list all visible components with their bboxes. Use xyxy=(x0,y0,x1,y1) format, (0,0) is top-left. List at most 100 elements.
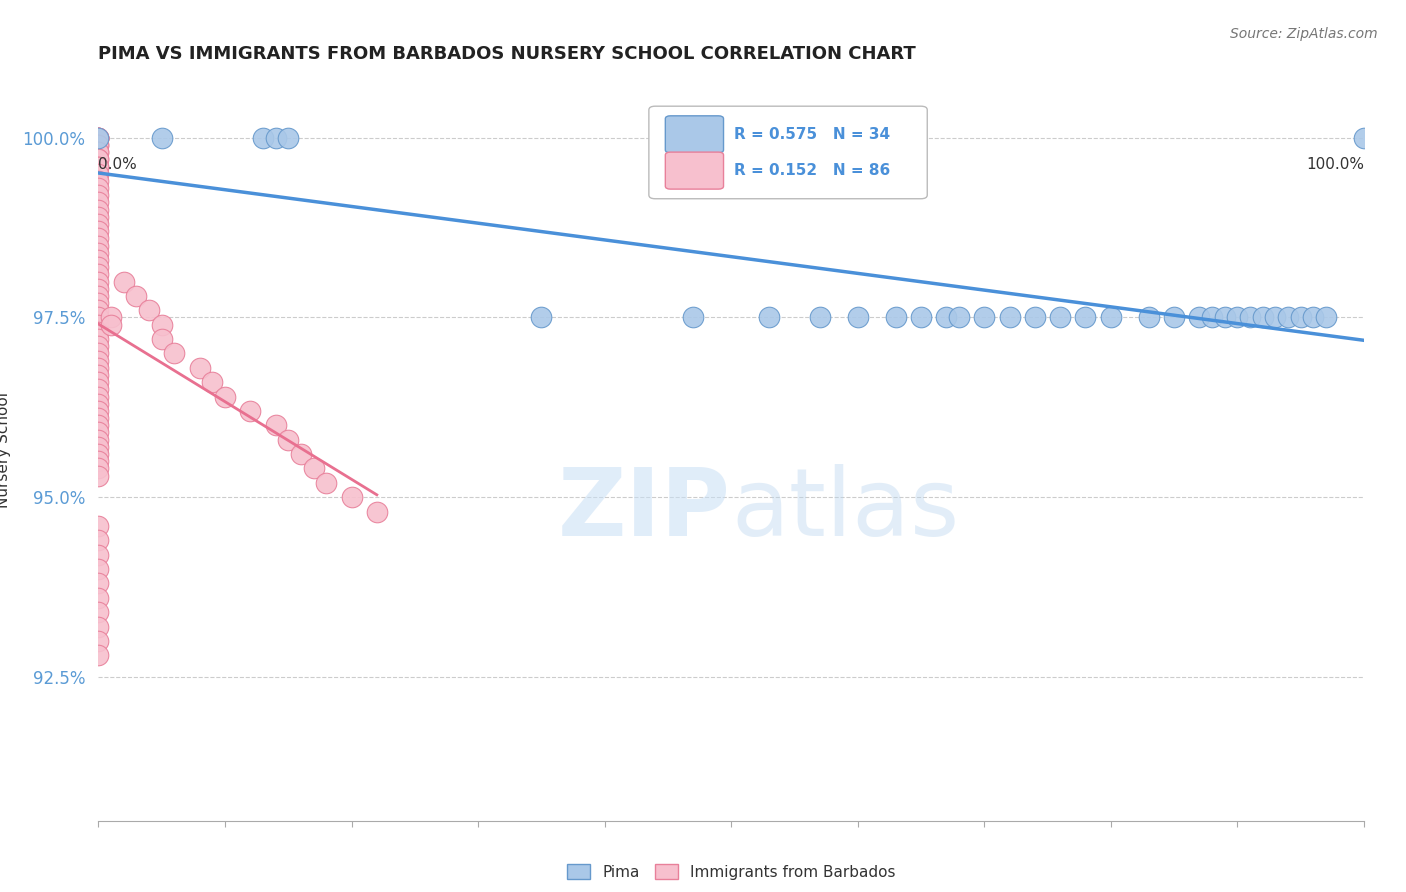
Point xyxy=(264,130,287,145)
Point xyxy=(87,418,110,433)
Point xyxy=(973,310,995,325)
Point xyxy=(1315,310,1337,325)
Text: R = 0.152   N = 86: R = 0.152 N = 86 xyxy=(734,163,890,178)
Point xyxy=(87,433,110,447)
Point xyxy=(808,310,831,325)
Point xyxy=(87,648,110,663)
Point xyxy=(87,360,110,375)
Point xyxy=(87,440,110,454)
Point xyxy=(87,548,110,562)
Point xyxy=(87,138,110,153)
Point xyxy=(1049,310,1071,325)
Text: 0.0%: 0.0% xyxy=(98,156,138,171)
Point xyxy=(1099,310,1122,325)
Point xyxy=(87,425,110,440)
Point xyxy=(910,310,932,325)
Point xyxy=(87,576,110,591)
Point xyxy=(214,390,236,404)
Point xyxy=(87,145,110,160)
Point xyxy=(87,461,110,475)
Point xyxy=(201,375,224,389)
Point xyxy=(264,418,287,433)
Point xyxy=(998,310,1021,325)
Point xyxy=(87,533,110,548)
Point xyxy=(1239,310,1261,325)
Point xyxy=(1188,310,1211,325)
Point xyxy=(87,252,110,267)
Point xyxy=(87,619,110,633)
Point xyxy=(1163,310,1185,325)
Point xyxy=(87,174,110,188)
Legend: Pima, Immigrants from Barbados: Pima, Immigrants from Barbados xyxy=(567,863,896,880)
Point xyxy=(150,318,173,332)
Point xyxy=(1213,310,1236,325)
Point xyxy=(87,188,110,202)
Point xyxy=(87,303,110,318)
Point xyxy=(87,160,110,174)
FancyBboxPatch shape xyxy=(665,116,724,153)
Point xyxy=(252,130,274,145)
Point xyxy=(87,634,110,648)
Point xyxy=(87,160,110,174)
Text: R = 0.575   N = 34: R = 0.575 N = 34 xyxy=(734,127,890,142)
Point xyxy=(87,275,110,289)
Point xyxy=(87,404,110,418)
Point xyxy=(1264,310,1286,325)
Point xyxy=(188,360,211,375)
FancyBboxPatch shape xyxy=(648,106,928,199)
Point xyxy=(302,461,325,475)
Point xyxy=(87,368,110,382)
Text: Source: ZipAtlas.com: Source: ZipAtlas.com xyxy=(1230,27,1378,41)
Point xyxy=(150,130,173,145)
Text: ZIP: ZIP xyxy=(558,464,731,556)
Point xyxy=(1289,310,1312,325)
Point xyxy=(87,310,110,325)
Point xyxy=(87,260,110,275)
Point xyxy=(87,447,110,461)
Point xyxy=(87,468,110,483)
Point xyxy=(100,318,122,332)
Point xyxy=(846,310,869,325)
Point xyxy=(87,130,110,145)
Point xyxy=(87,375,110,389)
Point xyxy=(87,224,110,238)
Point xyxy=(87,231,110,245)
Point xyxy=(1074,310,1097,325)
Point xyxy=(87,325,110,339)
Point xyxy=(87,289,110,303)
Y-axis label: Nursery School: Nursery School xyxy=(0,392,11,508)
Point xyxy=(150,332,173,346)
Point xyxy=(87,130,110,145)
Point xyxy=(682,310,704,325)
Point xyxy=(87,130,110,145)
Point xyxy=(125,289,148,303)
Point xyxy=(87,130,110,145)
Point xyxy=(290,447,312,461)
Text: 100.0%: 100.0% xyxy=(1306,156,1364,171)
Point xyxy=(87,210,110,224)
Point xyxy=(87,296,110,310)
Point xyxy=(239,404,262,418)
Point xyxy=(100,310,122,325)
Point xyxy=(87,238,110,252)
Point xyxy=(87,454,110,468)
Point xyxy=(87,130,110,145)
Point xyxy=(87,411,110,425)
Point xyxy=(112,275,135,289)
Point xyxy=(87,153,110,167)
Point xyxy=(87,130,110,145)
Point xyxy=(87,332,110,346)
Point xyxy=(1201,310,1223,325)
Point xyxy=(87,195,110,210)
FancyBboxPatch shape xyxy=(665,153,724,189)
Point xyxy=(884,310,907,325)
Point xyxy=(87,346,110,360)
Point xyxy=(1277,310,1299,325)
Point xyxy=(87,397,110,411)
Point xyxy=(315,475,337,490)
Point xyxy=(87,390,110,404)
Text: atlas: atlas xyxy=(731,464,959,556)
Point xyxy=(1251,310,1274,325)
Point xyxy=(87,519,110,533)
Point xyxy=(87,138,110,153)
